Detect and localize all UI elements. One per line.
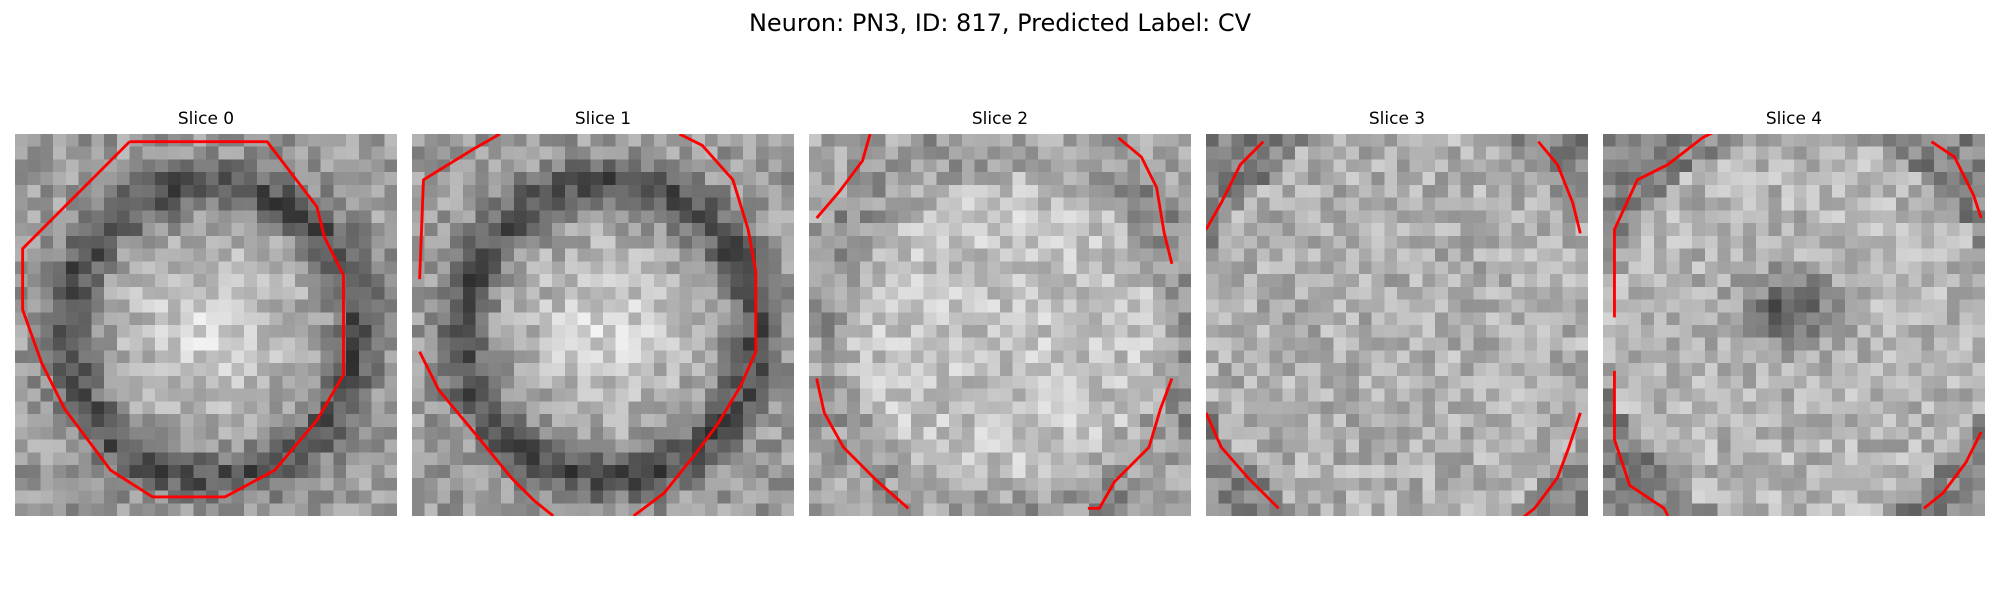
segmentation-contour xyxy=(1613,134,1714,318)
slice-image-frame xyxy=(412,134,794,516)
segmentation-contour xyxy=(1206,140,1265,231)
slice-panel-1: Slice 1 xyxy=(412,108,794,516)
segmentation-contour xyxy=(418,134,501,280)
contour-overlay xyxy=(1613,134,1983,516)
slice-image-frame xyxy=(15,134,397,516)
segmentation-contour xyxy=(418,351,555,516)
slice-image xyxy=(412,134,794,516)
slice-image xyxy=(15,134,397,516)
slice-image xyxy=(809,134,1191,516)
slice-image-frame xyxy=(809,134,1191,516)
slice-title: Slice 4 xyxy=(1765,109,1823,129)
slice-panel-4: Slice 4 xyxy=(1603,108,1985,516)
figure-title: Neuron: PN3, ID: 817, Predicted Label: C… xyxy=(748,9,1252,37)
segmentation-contour xyxy=(1206,412,1280,510)
slice-image-frame xyxy=(1603,134,1985,516)
contour-overlay xyxy=(1206,140,1582,516)
slice-image xyxy=(1206,134,1588,516)
segmentation-contour xyxy=(1613,370,1670,516)
slice-panel-2: Slice 2 xyxy=(809,108,1191,516)
segmentation-contour xyxy=(1522,412,1582,516)
slice-title: Slice 2 xyxy=(971,109,1029,129)
slice-panel-0: Slice 0 xyxy=(15,108,397,516)
slice-title: Slice 1 xyxy=(574,109,632,129)
segmentation-contour xyxy=(1930,140,1983,219)
segmentation-contour xyxy=(21,140,345,499)
slice-title: Slice 3 xyxy=(1368,109,1426,129)
slice-image-frame xyxy=(1206,134,1588,516)
segmentation-contour xyxy=(632,134,758,516)
segmentation-contour xyxy=(815,378,910,510)
contour-overlay xyxy=(418,134,758,516)
segmentation-contour xyxy=(1922,431,1983,510)
segmentation-contour xyxy=(1087,377,1174,510)
slice-image xyxy=(1603,134,1985,516)
slice-panel-3: Slice 3 xyxy=(1206,108,1588,516)
slice-title: Slice 0 xyxy=(177,109,235,129)
segmentation-contour xyxy=(815,134,872,219)
segmentation-contour xyxy=(1537,140,1582,234)
contour-overlay xyxy=(815,134,1174,510)
segmentation-contour xyxy=(1117,136,1174,265)
contour-overlay xyxy=(21,140,345,499)
